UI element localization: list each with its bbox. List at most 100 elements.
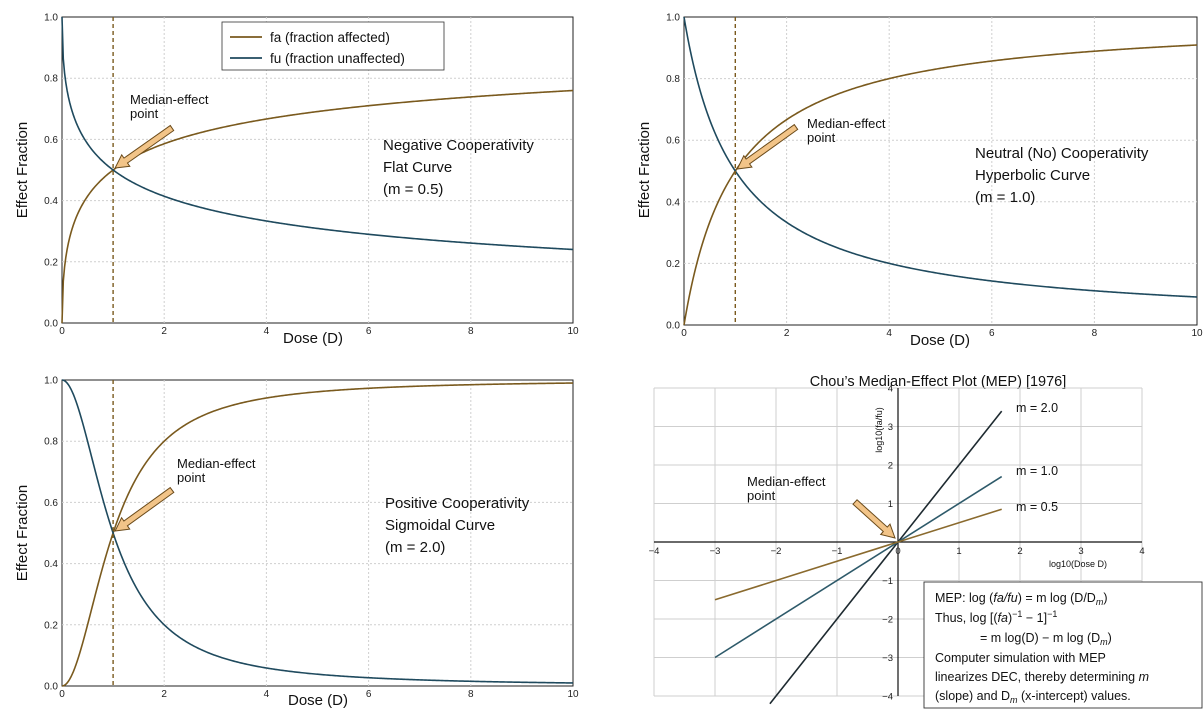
- series-line-20: [769, 410, 1003, 705]
- x-tick-label: 4: [886, 328, 892, 339]
- y-tick-label: 0.8: [666, 74, 680, 85]
- y-axis-label: Effect Fraction: [636, 122, 653, 218]
- y-tick-label: 0.2: [44, 257, 58, 268]
- annotation-line2: Sigmoidal Curve: [385, 517, 495, 534]
- tick-labels: 0 2 4 6 8 10 0.0 0.2 0.4 0.6 0.8 1.0: [44, 376, 579, 701]
- annotation-line1: Negative Cooperativity: [383, 137, 534, 154]
- y-axis-label: Effect Fraction: [14, 485, 31, 581]
- equation-line-3: = m log(D) − m log (Dm): [980, 631, 1112, 647]
- y-tick-label: 1: [888, 499, 893, 510]
- y-tick-label: 0.4: [44, 196, 58, 207]
- x-tick-label: 2: [784, 328, 790, 339]
- y-tick-label: −3: [882, 653, 893, 664]
- y-tick-label: 1.0: [44, 376, 58, 387]
- x-tick-label: 10: [567, 689, 579, 700]
- y-tick-label: 3: [888, 422, 893, 433]
- y-tick-label: 0.8: [44, 74, 58, 85]
- y-tick-label: −1: [882, 576, 893, 587]
- x-axis-label: Dose (D): [910, 332, 970, 349]
- x-tick-label: −4: [649, 546, 660, 557]
- mep-series-lines: [714, 410, 1003, 705]
- median-effect-label: Median-effect: [747, 474, 826, 489]
- median-effect-arrow: [114, 486, 175, 532]
- x-tick-label: 6: [989, 328, 995, 339]
- series-fu-line: [61, 16, 574, 251]
- median-effect-label: Median-effect: [177, 456, 256, 471]
- plot-frame: [61, 16, 574, 324]
- x-tick-label: 8: [468, 689, 474, 700]
- arrow-shape: [736, 123, 799, 170]
- grid-lines: [684, 17, 1197, 325]
- x-axis-label: Dose (D): [288, 692, 348, 709]
- arrow-shape: [114, 124, 175, 169]
- x-axis-label: Dose (D): [283, 330, 343, 347]
- legend-box: [221, 21, 445, 71]
- y-tick-label: 0.4: [44, 559, 58, 570]
- series-fu-line: [61, 379, 574, 684]
- y-tick-label: 0.6: [44, 498, 58, 509]
- x-tick-label: 8: [1092, 328, 1098, 339]
- series-line-10: [714, 475, 1003, 659]
- median-effect-arrow: [852, 499, 896, 539]
- y-tick-label: 0.0: [666, 321, 680, 332]
- median-effect-arrow: [736, 123, 799, 170]
- annotation-line3: (m = 0.5): [383, 181, 443, 198]
- median-effect-label-line2: point: [177, 470, 206, 485]
- equation-line-5: linearizes DEC, thereby determining m: [935, 670, 1149, 684]
- equation-line-1: MEP: log (fa/fu) = m log (D/Dm): [935, 591, 1108, 607]
- x-tick-label: −1: [832, 546, 843, 557]
- x-tick-label: 2: [161, 689, 167, 700]
- legend: fa (fraction affected) fu (fraction unaf…: [221, 21, 445, 71]
- x-tick-label: −2: [771, 546, 782, 557]
- x-tick-label: 4: [264, 326, 270, 337]
- equation-line-4: Computer simulation with MEP: [935, 651, 1106, 665]
- y-axis-label: Effect Fraction: [14, 122, 31, 218]
- median-effect-label: Median-effect: [807, 116, 886, 131]
- series-line-05: [714, 508, 1002, 601]
- x-tick-label: 0: [59, 689, 65, 700]
- series-label: m = 0.5: [1016, 500, 1058, 514]
- y-tick-label: −4: [882, 692, 893, 703]
- chart-median-effect-plot: Chou’s Median-Effect Plot (MEP) [1976] −…: [649, 374, 1203, 709]
- median-effect-label-line2: point: [130, 106, 159, 121]
- series-fa-line: [61, 89, 574, 324]
- grid-lines: [62, 17, 573, 323]
- chart-negative-cooperativity: 0 2 4 6 8 100.00.20.40.60.81.0 Median-effect …: [14, 13, 579, 348]
- mep-series-labels: m = 2.0 m = 1.0 m = 0.5: [1016, 401, 1058, 514]
- median-effect-label-line2: point: [747, 488, 776, 503]
- x-tick-label: 1: [956, 546, 961, 557]
- equation-line-6: (slope) and Dm (x-intercept) values.: [935, 689, 1131, 705]
- y-tick-label: 0.8: [44, 437, 58, 448]
- grid-lines: [62, 380, 573, 686]
- median-effect-arrow: [114, 124, 175, 169]
- y-tick-label: 4: [888, 384, 893, 395]
- tick-labels: 0 2 4 6 8 10 0.0 0.2 0.4 0.6 0.8 1.0: [44, 13, 579, 338]
- annotation-line1: Positive Cooperativity: [385, 495, 530, 512]
- x-axis-label: log10(Dose D): [1049, 559, 1107, 569]
- arrow-shape: [114, 486, 175, 532]
- y-tick-label: 2: [888, 461, 893, 472]
- x-tick-label: 6: [366, 689, 372, 700]
- tick-labels: 0 2 4 6 8 10 0.0 0.2 0.4 0.6 0.8 1.0: [666, 13, 1203, 340]
- y-tick-label: 0.6: [44, 135, 58, 146]
- x-tick-label: 4: [1139, 546, 1144, 557]
- y-tick-label: 0.2: [666, 259, 680, 270]
- chart-title: Chou’s Median-Effect Plot (MEP) [1976]: [810, 374, 1067, 390]
- y-tick-label: 1.0: [666, 13, 680, 24]
- x-tick-label: 10: [567, 326, 579, 337]
- annotation-line2: Hyperbolic Curve: [975, 167, 1090, 184]
- y-axis-label: log10(fa/fu): [874, 407, 884, 453]
- series-label: m = 1.0: [1016, 464, 1058, 478]
- mep-equation-box: MEP: log (fa/fu) = m log (D/Dm) Thus, lo…: [923, 581, 1203, 709]
- median-effect-label-line2: point: [807, 130, 836, 145]
- chart-positive-cooperativity: 0 2 4 6 8 100.00.20.40.60.81.0 Median-effect …: [14, 376, 579, 710]
- x-tick-label: 0: [895, 546, 900, 557]
- annotation-line1: Neutral (No) Cooperativity: [975, 145, 1149, 162]
- y-tick-label: −2: [882, 615, 893, 626]
- annotation-line2: Flat Curve: [383, 159, 452, 176]
- x-tick-label: 2: [161, 326, 167, 337]
- y-tick-label: 0.6: [666, 136, 680, 147]
- y-tick-label: 1.0: [44, 13, 58, 24]
- annotation-line3: (m = 1.0): [975, 189, 1035, 206]
- series-fa-line: [683, 44, 1198, 326]
